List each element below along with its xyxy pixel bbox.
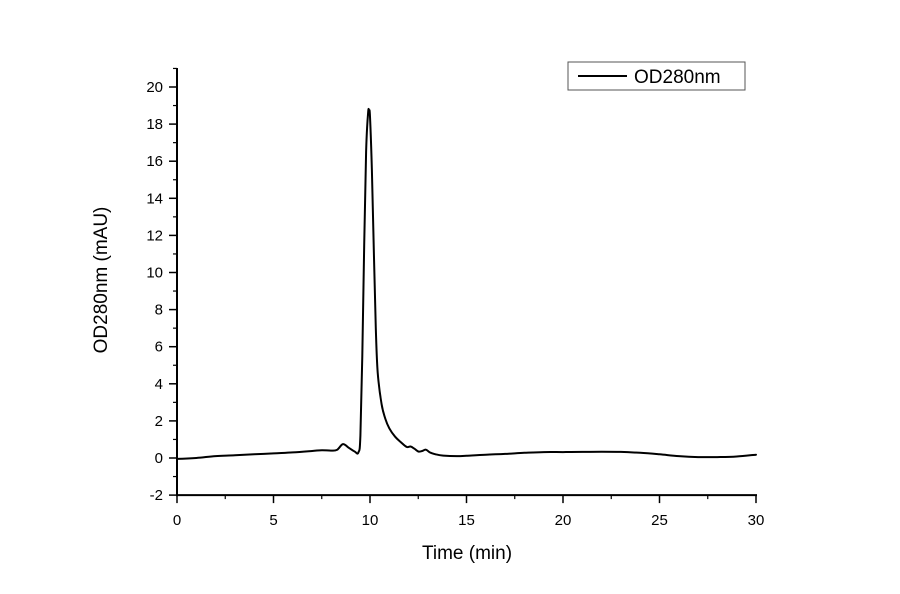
x-tick-label: 20 [555,512,572,529]
y-axis-title: OD280nm (mAU) [91,207,112,354]
y-tick-label: 4 [155,376,163,393]
legend: OD280nm [567,61,746,91]
y-tick-label: 12 [146,227,163,244]
legend-label: OD280nm [634,67,721,88]
y-tick-label: 6 [155,339,163,356]
x-tick-label: 25 [651,512,668,529]
y-tick-label: 18 [146,116,163,133]
x-axis-title: Time (min) [422,543,512,564]
series-line-od280nm [176,107,757,460]
y-tick-label: -2 [150,487,163,504]
x-tick-label: 5 [269,512,277,529]
x-tick-label: 15 [458,512,475,529]
y-tick-label: 14 [146,190,163,207]
y-tick-label: 20 [146,79,163,96]
y-tick-label: 0 [155,450,163,467]
x-tick-label: 30 [748,512,765,529]
y-tick-label: 2 [155,413,163,430]
y-axis-ticks: -2 0 2 4 6 8 10 12 14 16 18 20 [146,67,177,504]
y-tick-label: 10 [146,265,163,282]
y-tick-label: 16 [146,153,163,170]
y-tick-label: 8 [155,302,163,319]
x-tick-label: 10 [362,512,379,529]
axes [176,68,757,497]
x-tick-label: 0 [173,512,181,529]
x-axis-ticks: 0 5 10 15 20 25 30 [173,495,765,529]
